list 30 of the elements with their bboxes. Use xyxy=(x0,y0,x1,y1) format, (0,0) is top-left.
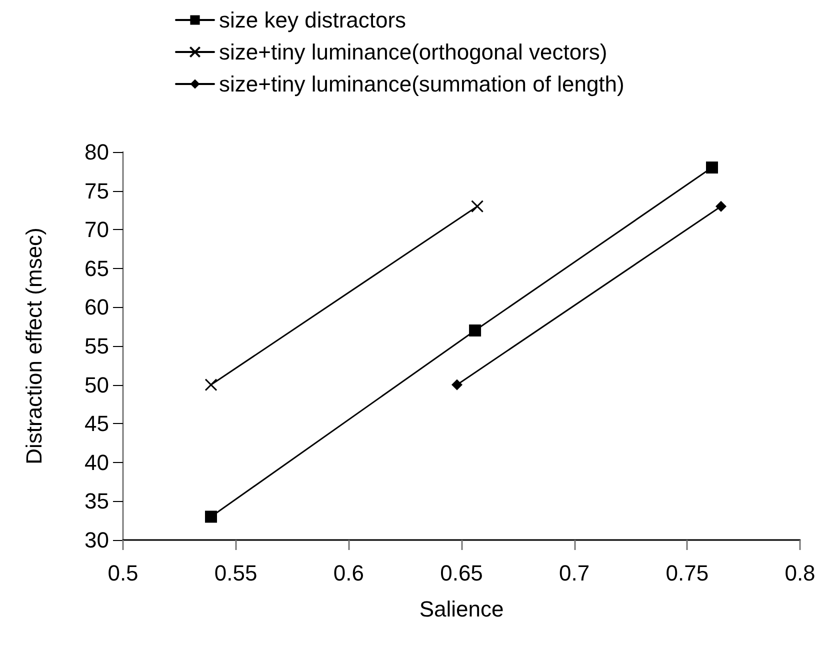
y-tick-label: 30 xyxy=(84,528,109,552)
x-tick-label: 0.65 xyxy=(440,560,483,586)
y-tick-label: 45 xyxy=(84,411,109,436)
y-tick-label: 80 xyxy=(84,140,109,164)
y-tick-label: 60 xyxy=(84,294,109,320)
y-tick-label: 70 xyxy=(84,217,109,242)
point xyxy=(471,200,484,213)
y-tick-label: 35 xyxy=(84,488,109,514)
point xyxy=(205,510,218,523)
legend-label: size+tiny luminance(summation of length) xyxy=(219,72,624,96)
legend-label: size key distractors xyxy=(219,8,406,32)
y-tick-label: 40 xyxy=(84,450,109,475)
x-tick-label: 0.5 xyxy=(108,560,138,586)
point xyxy=(204,378,218,392)
point xyxy=(451,379,462,390)
x-tick-label: 0.55 xyxy=(214,560,258,586)
y-axis-title: Distraction effect (msec) xyxy=(22,228,46,464)
point xyxy=(706,162,718,174)
x-tick-label: 0.8 xyxy=(784,560,816,586)
x-tick-label: 0.7 xyxy=(559,560,590,586)
y-tick-label: 65 xyxy=(84,256,109,281)
y-tick-label: 75 xyxy=(84,178,109,204)
x-tick-label: 0.6 xyxy=(333,560,364,586)
point xyxy=(716,200,727,212)
y-tick-label: 55 xyxy=(84,334,109,358)
legend-label: size+tiny luminance(orthogonal vectors) xyxy=(219,40,608,64)
y-tick-label: 50 xyxy=(84,372,109,398)
x-axis-title: Salience xyxy=(419,596,504,622)
point xyxy=(469,324,482,336)
x-tick-label: 0.75 xyxy=(666,560,709,586)
